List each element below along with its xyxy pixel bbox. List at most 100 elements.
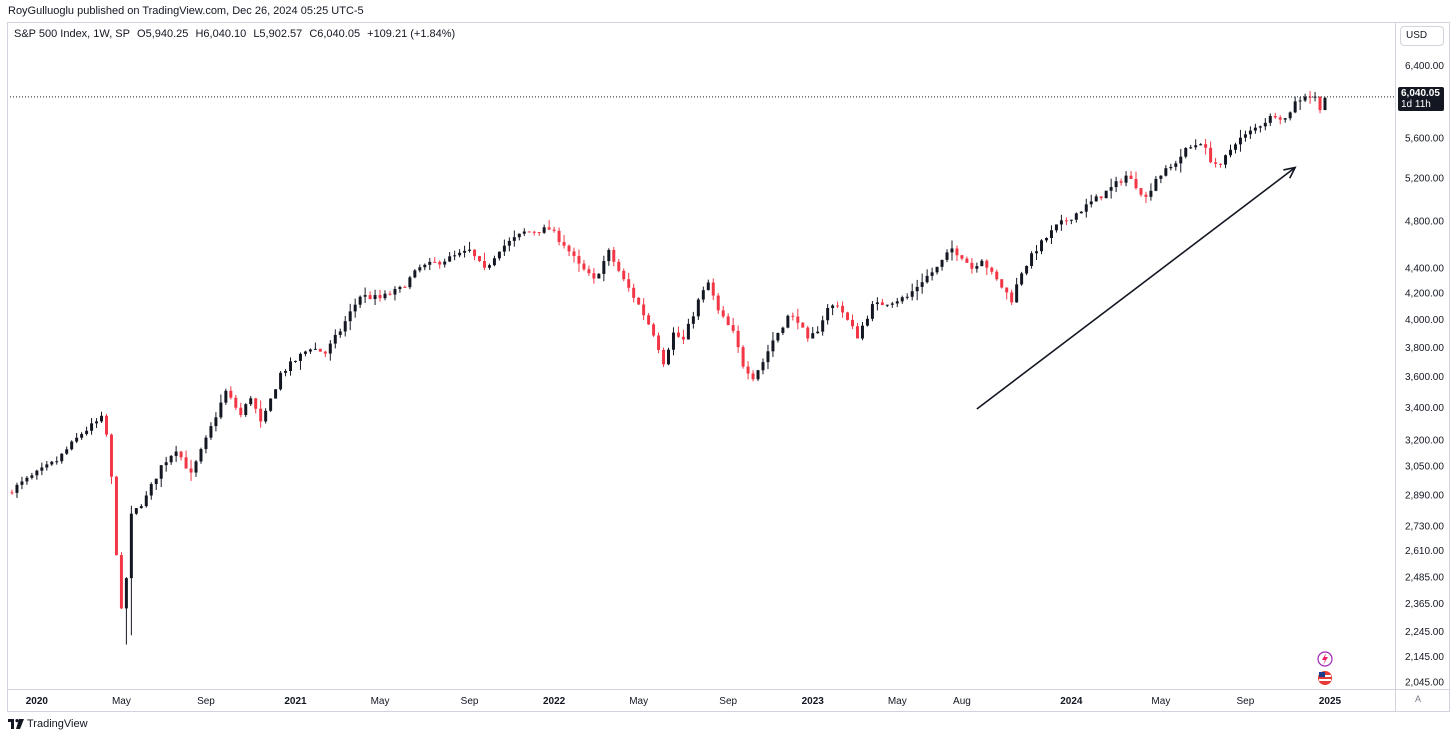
candle-body [1104,190,1108,199]
time-tick-label: 2024 [1060,696,1083,707]
candle-body [806,327,810,339]
candle-body [50,461,54,465]
last-price-value: 6,040.05 [1401,88,1440,99]
candle-body [1219,163,1223,165]
candle-body [169,455,173,463]
time-tick-label: 2023 [802,696,825,707]
candle-body [771,340,775,352]
candle-body [1124,175,1128,183]
candle-body [482,261,486,268]
candle-body [532,231,536,233]
candle-body [119,555,123,609]
time-tick-label: May [371,696,390,707]
footer-brand[interactable]: TradingView [8,718,88,730]
price-tick-label: 3,600.00 [1405,372,1444,383]
candle-body [657,335,661,350]
candle-body [905,296,909,298]
candle-body [1054,224,1058,231]
candle-body [547,227,551,230]
footer-brand-text: TradingView [27,718,88,730]
auto-scale-button[interactable]: A [1415,694,1422,704]
currency-button[interactable]: USD [1400,26,1444,46]
candle-body [572,251,576,256]
price-tick-label: 3,050.00 [1405,462,1444,473]
time-tick-label: May [112,696,131,707]
price-tick-label: 4,000.00 [1405,315,1444,326]
candle-body [492,258,496,266]
candle-body [736,330,740,348]
price-tick-label: 2,485.00 [1405,572,1444,583]
candle-body [796,316,800,323]
candle-body [1303,96,1307,101]
candle-body [1199,144,1203,146]
candle-body [1114,181,1118,188]
candle-body [970,262,974,269]
candle-body [105,415,108,435]
candle-body [592,273,596,279]
candle-body [468,249,472,251]
candle-body [930,272,934,276]
candle-body [731,325,735,331]
price-tick-label: 2,365.00 [1405,599,1444,610]
candle-body [358,296,362,305]
candle-body [875,302,879,305]
candle-body [587,269,591,274]
candle-body [30,475,34,478]
candle-body [219,402,223,418]
candle-body [298,353,302,361]
candle-body [662,349,666,365]
candle-body [1134,178,1138,189]
time-tick-label: Sep [197,696,215,707]
candle-body [940,259,944,267]
candle-body [990,267,994,272]
candle-body [945,252,949,260]
candle-body [841,305,845,313]
candle-body [865,318,869,326]
candle-body [1020,273,1024,285]
candle-body [1119,181,1123,183]
candle-body [1040,240,1044,252]
time-tick-label: Aug [953,696,971,707]
candle-body [323,351,327,354]
candle-body [433,261,437,263]
candle-body [507,240,511,246]
time-axis-labels: 2020 May Sep 2021 May Sep 2022 May Sep 2023 May Aug… [26,696,1342,707]
candle-body [1189,147,1193,149]
candle-body [1159,175,1163,179]
candle-body [348,311,352,322]
candle-body [1079,211,1083,214]
time-tick-label: Sep [719,696,737,707]
candle-body [463,250,467,253]
candle-body [144,495,148,507]
candle-body [701,290,705,300]
candle-body [980,260,984,267]
candle-body [259,408,263,422]
candle-body [20,481,24,485]
candle-body [1298,100,1302,102]
candle-body [895,301,899,304]
legend-open: O5,940.25 [137,28,189,40]
candle-body [761,362,765,371]
candle-body [985,260,989,268]
candle-body [1224,155,1228,165]
candle-body [328,343,332,354]
candle-body [174,451,178,456]
candle-body [184,457,188,469]
time-axis-separator [7,689,1450,690]
candle-body [95,421,99,424]
candle-body [1169,166,1173,169]
candle-body [617,261,621,271]
arrow-head-icon [1283,166,1297,179]
candle-body [1273,116,1277,118]
chart-legend: S&P 500 Index, 1W, SP O5,940.25 H6,040.1… [14,28,459,40]
candle-body [1064,220,1068,222]
price-tick-label: 2,890.00 [1405,491,1444,502]
candles-group [10,90,1327,645]
candle-body [1318,96,1322,111]
candle-body [915,286,919,292]
candle-body [711,282,715,296]
candle-body [303,351,307,354]
legend-low: L5,902.57 [253,28,303,40]
indicator-icons[interactable] [1317,651,1333,685]
